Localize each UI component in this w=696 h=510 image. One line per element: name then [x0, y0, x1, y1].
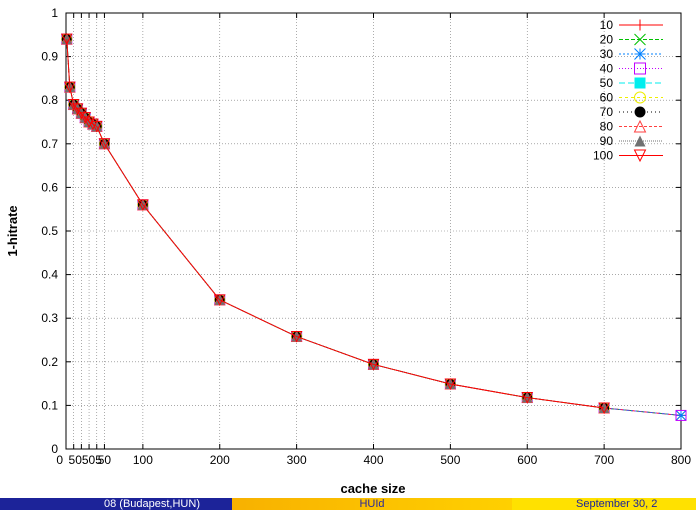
data-point: [290, 331, 303, 343]
series-layer: [60, 33, 687, 421]
data-point: [90, 120, 103, 133]
y-tick-label: 0.9: [41, 50, 58, 64]
y-tick-label: 0.7: [41, 137, 58, 151]
x-tick-label: 700: [594, 453, 614, 467]
data-point: [634, 77, 646, 89]
legend-label: 30: [600, 47, 614, 61]
legend-label: 70: [600, 105, 614, 119]
x-tick-label: 0: [56, 453, 63, 467]
legend-entry: 30: [600, 47, 663, 61]
footer-bar: 08 (Budapest,HUN) HUId September 30, 2: [0, 498, 696, 510]
x-tick-label: 400: [363, 453, 383, 467]
x-tick-label: 50: [98, 453, 112, 467]
data-point: [67, 99, 80, 111]
data-point: [634, 62, 646, 75]
series-line: [66, 39, 605, 409]
data-point: [213, 294, 226, 307]
data-point: [598, 402, 610, 415]
series-line: [66, 39, 605, 409]
data-point: [634, 135, 646, 147]
x-tick-label: 800: [671, 453, 691, 467]
data-point: [675, 409, 687, 421]
legend-label: 20: [600, 33, 614, 47]
data-point: [64, 81, 76, 94]
data-point: [633, 119, 647, 133]
x-tick-label: 600: [517, 453, 537, 467]
footer-left: 08 (Budapest,HUN): [0, 498, 232, 510]
footer-right-text: September 30, 2: [576, 498, 658, 510]
footer-center-text: HUId: [359, 498, 385, 510]
legend-entry: 80: [600, 120, 663, 134]
data-point: [634, 48, 646, 60]
y-tick-label: 1: [51, 6, 58, 20]
y-axis-label: 1-hitrate: [5, 205, 20, 256]
data-point: [521, 392, 534, 404]
legend-entry: 70: [600, 105, 663, 119]
grid: [66, 13, 681, 449]
legend-entry: 50: [600, 76, 663, 90]
legend-entry: 40: [600, 62, 663, 76]
data-point: [634, 106, 646, 118]
series-line: [66, 39, 605, 409]
data-point: [71, 103, 84, 116]
legend-label: 100: [593, 149, 613, 163]
series-line: [66, 39, 605, 409]
x-tick-label: 100: [133, 453, 153, 467]
data-point: [61, 34, 72, 45]
series-line: [66, 39, 605, 409]
y-tick-label: 0.4: [41, 268, 58, 282]
data-point: [675, 410, 687, 421]
legend-label: 50: [600, 76, 614, 90]
data-point: [137, 199, 149, 211]
data-point: [634, 19, 646, 31]
data-point: [87, 118, 99, 131]
y-tick-label: 0.5: [41, 224, 58, 238]
footer-right: September 30, 2: [512, 498, 696, 510]
footer-center: HUId: [232, 498, 512, 510]
x-tick-label: 300: [287, 453, 307, 467]
data-point: [444, 378, 457, 391]
legend-entry: 100: [593, 149, 663, 163]
legend-label: 10: [600, 18, 614, 32]
x-tick-label-crowded: 50505: [69, 453, 103, 467]
legend-entry: 10: [600, 18, 663, 32]
legend-entry: 90: [600, 134, 663, 148]
data-point: [79, 112, 92, 124]
legend-entry: 20: [600, 33, 663, 47]
series-100: [60, 33, 610, 415]
legend-entry: 60: [600, 91, 663, 105]
data-point: [367, 358, 380, 371]
y-tick-label: 0.2: [41, 355, 58, 369]
data-point: [60, 33, 73, 46]
series-line: [66, 39, 605, 409]
data-point: [634, 33, 646, 46]
legend-label: 60: [600, 91, 614, 105]
footer-left-text: 08 (Budapest,HUN): [104, 498, 200, 510]
legend-label: 40: [600, 62, 614, 76]
y-tick-label: 0.8: [41, 93, 58, 107]
y-tick-label: 0.1: [41, 398, 58, 412]
x-axis-label: cache size: [340, 481, 405, 496]
legend-label: 90: [600, 134, 614, 148]
y-tick-label: 0.6: [41, 180, 58, 194]
data-point: [634, 91, 646, 104]
data-point: [98, 138, 111, 150]
data-point: [75, 107, 88, 120]
x-tick-label: 200: [210, 453, 230, 467]
data-point: [599, 403, 610, 414]
data-point: [633, 149, 647, 163]
y-tick-label: 0.3: [41, 311, 58, 325]
legend-label: 80: [600, 120, 614, 134]
y-tick-label: 0: [51, 442, 58, 456]
x-tick-label: 500: [440, 453, 460, 467]
